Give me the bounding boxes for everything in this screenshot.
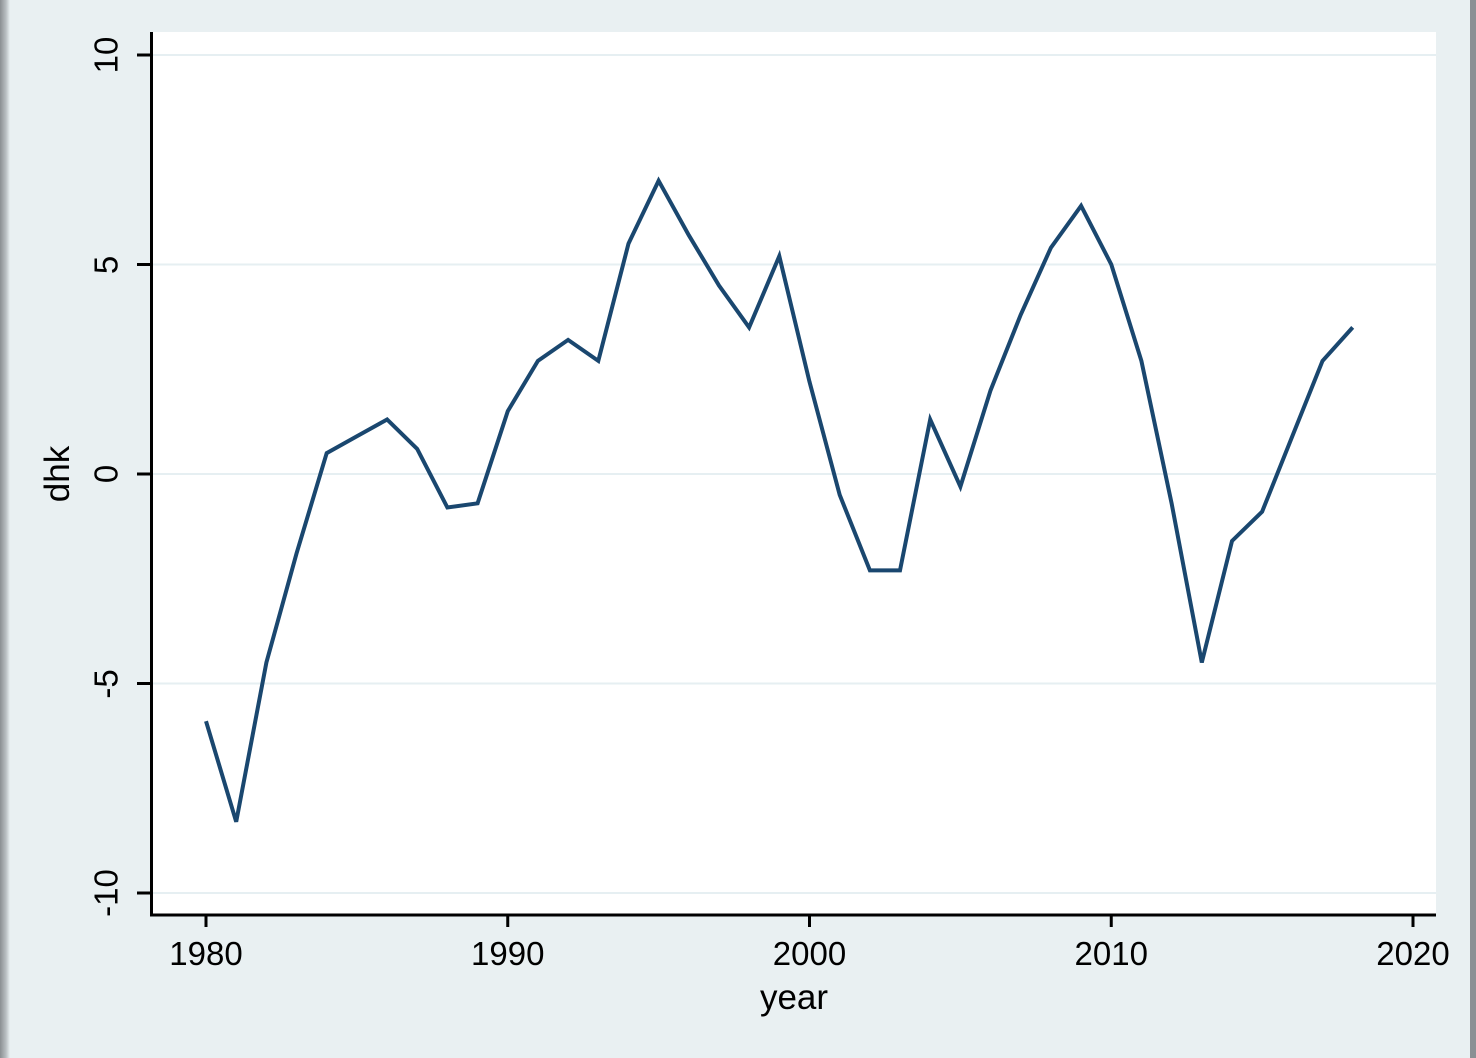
window-right-edge	[1470, 0, 1476, 1058]
gridlines	[153, 54, 1436, 894]
x-tick-label: 2010	[1074, 935, 1148, 972]
y-tick-label: 10	[87, 36, 125, 74]
y-axis-label: dhk	[38, 445, 77, 503]
y-tick-label: -10	[87, 869, 125, 917]
y-tick-label: 0	[87, 464, 125, 484]
x-tick-label: 2000	[772, 935, 847, 972]
dhk-line	[204, 176, 1355, 823]
x-axis-label: year	[759, 978, 829, 1017]
y-tick-label: 5	[87, 255, 125, 274]
tick-marks	[137, 53, 1415, 927]
x-tick-label: 1980	[169, 935, 243, 972]
y-tick-label: -5	[87, 668, 125, 699]
x-tick-label: 2020	[1376, 935, 1450, 972]
x-tick-label: 1990	[471, 935, 545, 972]
window-left-edge	[0, 0, 10, 1058]
